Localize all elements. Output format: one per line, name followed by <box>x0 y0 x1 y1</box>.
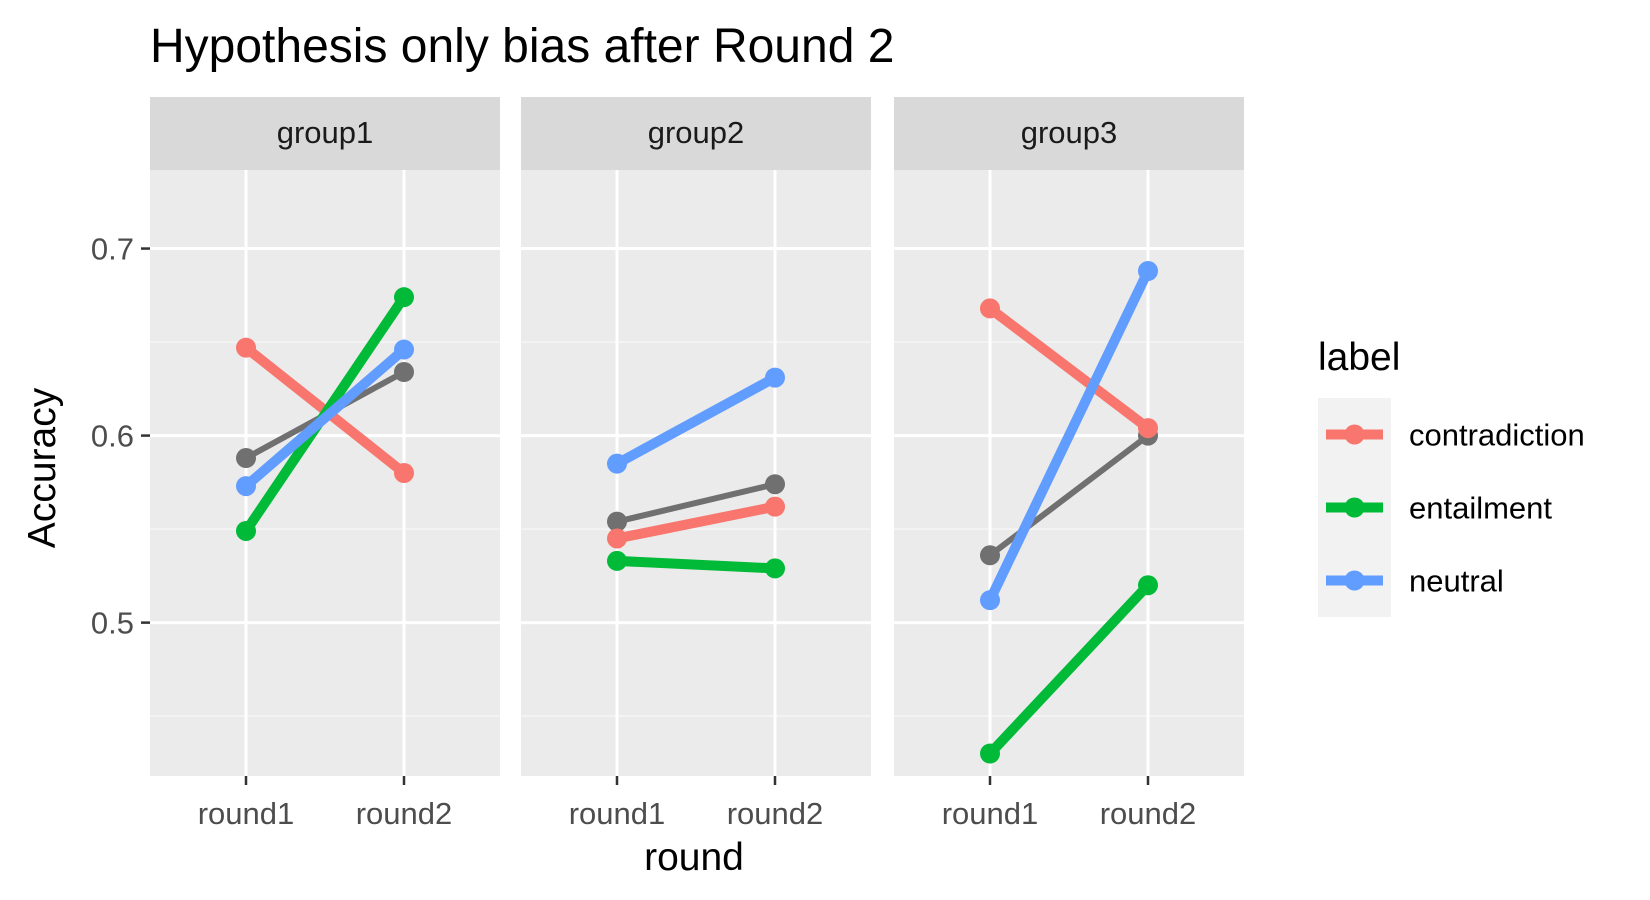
legend-key-point-entailment <box>1344 497 1365 518</box>
panel-background <box>150 170 500 776</box>
y-axis: 0.5 0.6 0.7 <box>91 232 150 641</box>
data-point-overall-round2 <box>394 362 414 382</box>
data-point-neutral-round2 <box>765 367 785 388</box>
facet-strip-label: group3 <box>1021 115 1118 150</box>
series-line-neutral <box>985 268 1153 603</box>
data-point-neutral-round1 <box>236 476 256 497</box>
legend-label-contradiction: contradiction <box>1409 418 1585 453</box>
legend-label-entailment: entailment <box>1409 491 1552 526</box>
x-tick-label: round2 <box>1100 796 1197 831</box>
data-point-entailment-round1 <box>236 520 256 541</box>
x-tick-label: round2 <box>727 796 824 831</box>
data-point-overall-round2 <box>765 474 785 495</box>
data-point-neutral-round1 <box>607 453 627 474</box>
data-point-overall-round1 <box>236 448 256 469</box>
y-tick-label: 0.6 <box>91 419 134 454</box>
panel-background <box>894 170 1244 776</box>
data-point-contradiction-round1 <box>607 528 627 549</box>
facet-group2: group2 round1 round2 <box>521 97 871 831</box>
facet-strip <box>150 97 500 170</box>
data-point-entailment-round1 <box>607 550 627 571</box>
data-point-overall-round1 <box>607 511 627 532</box>
facet-strip <box>894 97 1244 170</box>
legend-title: label <box>1318 336 1400 379</box>
legend-key-point-contradiction <box>1344 424 1365 445</box>
x-tick-label: round1 <box>198 796 295 831</box>
series-line-overall <box>616 481 776 525</box>
series-line-contradiction <box>986 304 1152 433</box>
x-tick-label: round1 <box>942 796 1039 831</box>
data-point-contradiction-round2 <box>1138 418 1158 439</box>
y-axis-title: Accuracy <box>21 387 64 548</box>
facet-strip <box>521 97 871 170</box>
y-tick-label: 0.7 <box>91 232 134 267</box>
series-line-entailment <box>616 555 776 574</box>
legend-key-point-neutral <box>1344 570 1365 591</box>
data-point-neutral-round2 <box>394 339 414 360</box>
data-point-entailment-round1 <box>980 743 1000 764</box>
series-line-entailment <box>986 581 1152 757</box>
facet-group1: group1 round1 round2 <box>150 97 500 831</box>
facet-strip-label: group1 <box>277 115 374 150</box>
legend-label-neutral: neutral <box>1409 564 1504 599</box>
facet-strip-label: group2 <box>648 115 745 150</box>
x-axis-title: round <box>644 836 744 879</box>
data-point-contradiction-round1 <box>236 337 256 358</box>
data-point-contradiction-round2 <box>394 463 414 483</box>
x-tick-label: round2 <box>356 796 453 831</box>
data-point-contradiction-round2 <box>765 496 785 517</box>
data-point-overall-round1 <box>980 545 1000 566</box>
series-line-contradiction <box>616 501 776 544</box>
x-tick-label: round1 <box>569 796 666 831</box>
panel-background <box>521 170 871 776</box>
data-point-entailment-round2 <box>394 287 414 308</box>
data-point-neutral-round1 <box>980 590 1000 611</box>
y-tick-label: 0.5 <box>91 606 134 641</box>
data-point-neutral-round2 <box>1138 261 1158 281</box>
chart-title: Hypothesis only bias after Round 2 <box>150 20 894 73</box>
series-line-neutral <box>614 373 778 469</box>
facet-group3: group3 round1 round2 <box>894 97 1244 831</box>
data-point-entailment-round2 <box>765 558 785 579</box>
series-line-neutral <box>242 345 408 490</box>
data-point-contradiction-round1 <box>980 298 1000 319</box>
legend: label contradiction entailment neutral <box>1318 336 1585 617</box>
data-point-entailment-round2 <box>1138 575 1158 596</box>
